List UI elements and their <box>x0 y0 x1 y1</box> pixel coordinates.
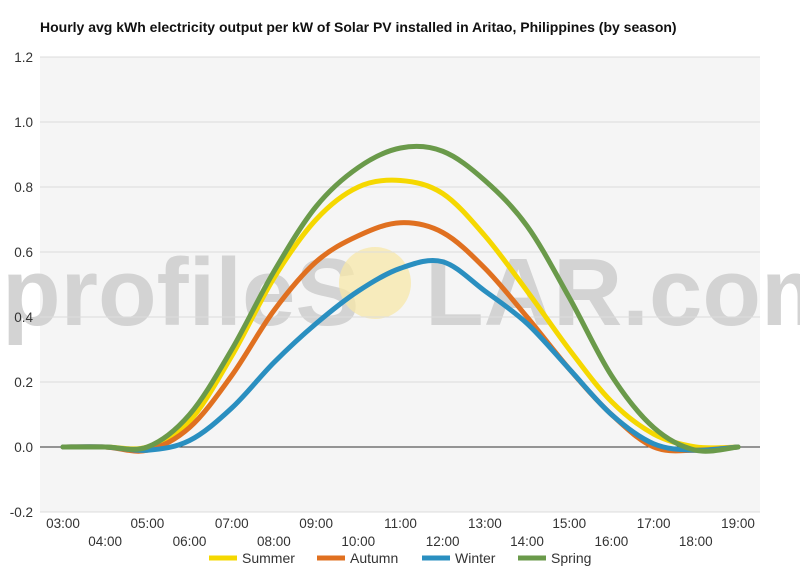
x-tick-label: 15:00 <box>552 516 586 531</box>
x-tick-label: 03:00 <box>46 516 80 531</box>
x-tick-label: 05:00 <box>130 516 164 531</box>
y-tick-label: 1.0 <box>14 115 33 130</box>
y-tick-label: 0.4 <box>14 310 33 325</box>
series-line-winter <box>60 257 741 453</box>
legend-label-winter: Winter <box>455 550 496 566</box>
x-tick-label: 09:00 <box>299 516 333 531</box>
legend-label-spring: Spring <box>551 550 591 566</box>
series-line-spring <box>60 143 741 454</box>
chart-title: Hourly avg kWh electricity output per kW… <box>40 19 677 35</box>
y-tick-label: -0.2 <box>10 505 33 520</box>
x-tick-label: 06:00 <box>173 534 207 549</box>
x-tick-label: 04:00 <box>88 534 122 549</box>
x-tick-label: 19:00 <box>721 516 755 531</box>
x-tick-label: 13:00 <box>468 516 502 531</box>
y-tick-label: 1.2 <box>14 50 33 65</box>
x-tick-label: 14:00 <box>510 534 544 549</box>
x-tick-label: 10:00 <box>341 534 375 549</box>
watermark-logo-right: LAR.com <box>425 239 800 346</box>
y-tick-label: 0.2 <box>14 375 33 390</box>
y-tick-label: 0.0 <box>14 440 33 455</box>
y-tick-label: 0.8 <box>14 180 33 195</box>
x-tick-label: 16:00 <box>595 534 629 549</box>
x-tick-label: 11:00 <box>384 516 417 531</box>
x-tick-label: 12:00 <box>426 534 460 549</box>
legend-label-summer: Summer <box>242 550 295 566</box>
y-tick-label: 0.6 <box>14 245 33 260</box>
x-tick-label: 08:00 <box>257 534 291 549</box>
watermark-logo-left: profileS <box>2 239 359 346</box>
legend-label-autumn: Autumn <box>350 550 398 566</box>
x-tick-label: 17:00 <box>637 516 671 531</box>
series-line-summer <box>60 177 741 452</box>
x-tick-label: 07:00 <box>215 516 249 531</box>
x-tick-label: 18:00 <box>679 534 713 549</box>
